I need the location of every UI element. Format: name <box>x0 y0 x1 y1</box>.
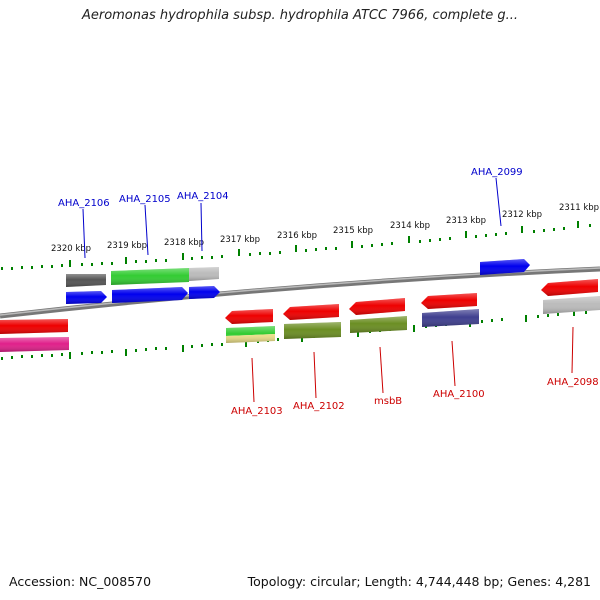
scale-label-2313: 2313 kbp <box>446 216 486 226</box>
scale-label-2314: 2314 kbp <box>390 221 430 231</box>
topology-text: Topology: circular; Length: 4,744,448 bp… <box>247 574 591 589</box>
gene-aha-2102[interactable] <box>283 304 339 320</box>
scale-label-2320: 2320 kbp <box>51 244 91 254</box>
gene-aha-2104-grey <box>189 267 219 281</box>
gene-aha-2105[interactable] <box>111 268 189 285</box>
scale-label-2317: 2317 kbp <box>220 235 260 245</box>
label-aha-2102[interactable]: AHA_2102 <box>293 401 345 412</box>
bottom-label-leaders <box>251 326 574 403</box>
label-aha-2104[interactable]: AHA_2104 <box>177 191 229 202</box>
gene-aha-2100[interactable] <box>421 293 477 309</box>
label-aha-2099[interactable]: AHA_2099 <box>471 167 523 178</box>
upper-tick-row <box>1 221 591 270</box>
gene-blue-a[interactable] <box>66 291 107 304</box>
label-aha-2098[interactable]: AHA_2098 <box>547 377 599 388</box>
gene-aha-2106[interactable] <box>66 274 106 287</box>
gene-olive-a[interactable] <box>284 322 341 339</box>
gene-olive-b[interactable] <box>350 316 407 333</box>
gene-red-left[interactable] <box>0 319 68 334</box>
accession-text: Accession: NC_008570 <box>9 574 152 589</box>
gene-magenta-left[interactable] <box>0 337 69 352</box>
scale-label-2311: 2311 kbp <box>559 203 599 213</box>
gene-grey-right[interactable] <box>543 296 600 314</box>
scale-label-2315: 2315 kbp <box>333 226 373 236</box>
scale-label-2319: 2319 kbp <box>107 241 147 251</box>
top-label-leaders <box>82 177 502 259</box>
gene-blue-c[interactable] <box>189 286 220 299</box>
label-aha-2100[interactable]: AHA_2100 <box>433 389 485 400</box>
gene-aha-2103[interactable] <box>225 309 273 324</box>
gene-green-khaki[interactable] <box>226 326 275 343</box>
label-aha-2106[interactable]: AHA_2106 <box>58 198 110 209</box>
scale-label-2318: 2318 kbp <box>164 238 204 248</box>
gene-aha-2099[interactable] <box>480 259 530 275</box>
gene-blue-b[interactable] <box>112 287 188 303</box>
scale-label-2312: 2312 kbp <box>502 210 542 220</box>
gene-msbb[interactable] <box>349 298 405 315</box>
map-title: Aeromonas hydrophila subsp. hydrophila A… <box>81 8 519 23</box>
gene-navy[interactable] <box>422 309 479 327</box>
top-strand-genes <box>66 259 530 304</box>
label-aha-2103[interactable]: AHA_2103 <box>231 406 283 417</box>
gene-aha-2098[interactable] <box>541 279 598 296</box>
bottom-strand-genes <box>0 279 600 352</box>
label-aha-2105[interactable]: AHA_2105 <box>119 194 171 205</box>
label-msbb[interactable]: msbB <box>374 396 402 407</box>
scale-label-2316: 2316 kbp <box>277 231 317 241</box>
genome-backbone <box>0 266 600 319</box>
